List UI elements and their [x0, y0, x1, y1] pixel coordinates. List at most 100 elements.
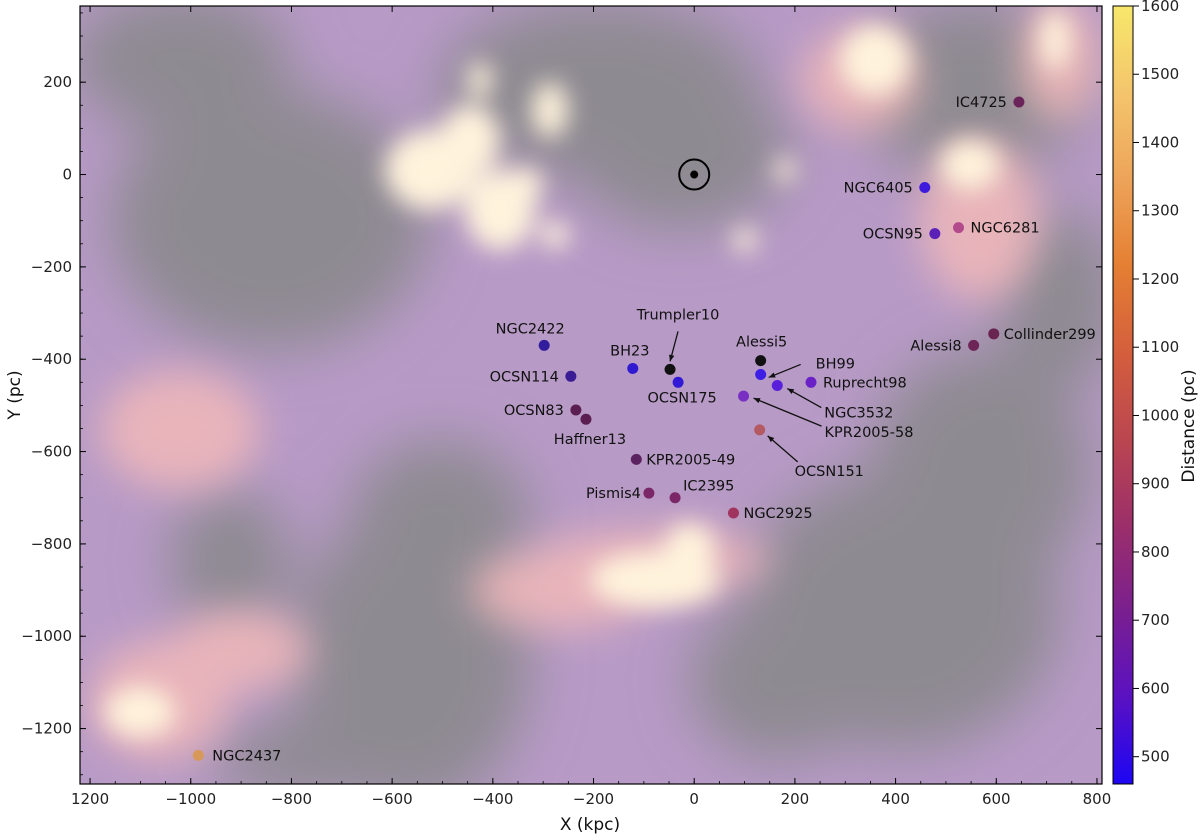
cluster-label: Alessi5 [736, 335, 787, 351]
y-tick-label: −200 [31, 258, 72, 276]
y-axis-title: Y (pc) [5, 370, 25, 420]
cluster-point [580, 413, 592, 425]
y-tick-label: −600 [31, 443, 72, 461]
colorbar-tick-label: 500 [1141, 748, 1170, 766]
cluster-point [754, 424, 766, 436]
cluster-label: IC2395 [683, 479, 734, 495]
cluster-label: OCSN175 [647, 390, 716, 406]
cluster-point [727, 507, 739, 519]
cluster-label: BH99 [816, 356, 855, 372]
y-tick-label: −1200 [21, 720, 72, 738]
colorbar-tick-label: 600 [1141, 679, 1170, 697]
colorbar-tick-label: 900 [1141, 475, 1170, 493]
colorbar-tick-label: 1600 [1141, 0, 1179, 15]
cluster-point [192, 749, 204, 761]
cluster-points [192, 96, 1025, 761]
x-tick-label: 200 [781, 790, 810, 808]
x-axis-title: X (kpc) [560, 815, 620, 835]
label-arrow [786, 387, 822, 409]
label-arrows [669, 331, 822, 463]
cluster-label: NGC2422 [496, 321, 565, 337]
x-tick-label: 1200 [71, 790, 109, 808]
cluster-point [755, 355, 767, 367]
colorbar-tick-label: 1300 [1141, 202, 1179, 220]
colorbar-tick-label: 1500 [1141, 65, 1179, 83]
colorbar-title: Distance (pc) [1179, 369, 1199, 482]
y-tick-label: 0 [62, 166, 72, 184]
cluster-point [669, 492, 681, 504]
x-axis-ticks: 1200 −1000 −800 −600 −400 −200 0 200 400 600 800 [71, 6, 1111, 808]
cluster-label: OCSN83 [504, 403, 564, 419]
cluster-point [988, 328, 1000, 340]
x-tick-label: 400 [881, 790, 910, 808]
cluster-point [664, 363, 676, 375]
label-arrow [767, 435, 799, 463]
cluster-point [627, 362, 639, 374]
x-tick-label: 0 [689, 790, 699, 808]
label-arrowhead [787, 388, 795, 395]
cluster-point [1013, 96, 1025, 108]
cluster-point [570, 404, 582, 416]
y-tick-label: −400 [31, 350, 72, 368]
label-arrowhead [669, 354, 675, 362]
cluster-point [968, 339, 980, 351]
colorbar-tick-label: 1000 [1141, 406, 1179, 424]
y-axis-ticks: 200 0 −200 −400 −600 −800 −1000 −1200 [21, 12, 1102, 776]
cluster-label: Alessi8 [910, 338, 961, 354]
cluster-point [565, 370, 577, 382]
cluster-label: Pismis4 [586, 486, 641, 502]
cluster-point [755, 368, 767, 380]
colorbar: 500 600 700 800 900 1000 1100 1200 1300 1400 1500 1… [1112, 0, 1199, 785]
colorbar-ticks: 500 600 700 800 900 1000 1100 1200 1300 1400 1500 1… [1133, 0, 1179, 766]
x-tick-label: −800 [271, 790, 312, 808]
plot-frame [79, 5, 1103, 785]
cluster-label: OCSN95 [863, 227, 923, 243]
x-tick-label: −600 [372, 790, 413, 808]
cluster-label: OCSN114 [490, 369, 559, 385]
x-tick-label: −200 [573, 790, 614, 808]
cluster-point [630, 453, 642, 465]
cluster-label: Haffner13 [554, 432, 626, 448]
colorbar-tick-label: 1400 [1141, 133, 1179, 151]
cluster-point [919, 181, 931, 193]
cluster-labels: IC4725 NGC6405 NGC6281 OCSN95 Collinder299 Al… [212, 95, 1095, 764]
x-tick-label: −1000 [165, 790, 216, 808]
cluster-point [672, 376, 684, 388]
colorbar-tick-label: 1100 [1141, 338, 1179, 356]
cluster-label: BH23 [610, 343, 649, 359]
cluster-point [771, 380, 783, 392]
y-tick-label: −1000 [21, 627, 72, 645]
x-tick-label: −400 [472, 790, 513, 808]
label-arrowhead [753, 398, 761, 404]
cluster-label: Ruprecht98 [823, 375, 907, 391]
cluster-point [643, 487, 655, 499]
cluster-point [805, 376, 817, 388]
dust-map-background [80, 6, 1102, 784]
cluster-label: NGC2437 [212, 748, 281, 764]
cluster-label: NGC2925 [743, 506, 812, 522]
x-tick-label: 800 [1083, 790, 1112, 808]
cluster-point [929, 228, 941, 240]
cluster-label: KPR2005-49 [646, 452, 735, 468]
y-tick-label: 200 [43, 73, 72, 91]
colorbar-tick-label: 800 [1141, 543, 1170, 561]
cluster-label: KPR2005-58 [825, 425, 914, 441]
cluster-label: OCSN151 [795, 464, 864, 480]
sun-icon [678, 158, 711, 191]
label-arrow [753, 397, 822, 427]
cluster-label: Trumpler10 [636, 307, 720, 323]
cluster-point [738, 390, 750, 402]
cluster-point [953, 222, 965, 234]
cluster-label: Collinder299 [1004, 327, 1096, 343]
cluster-point [538, 339, 550, 351]
colorbar-tick-label: 700 [1141, 611, 1170, 629]
cluster-label: IC4725 [956, 95, 1007, 111]
label-arrowhead [768, 372, 776, 378]
y-tick-label: −800 [31, 535, 72, 553]
x-tick-label: 600 [982, 790, 1011, 808]
cluster-label: NGC3532 [824, 406, 893, 422]
cluster-label: NGC6405 [844, 180, 913, 196]
cluster-label: NGC6281 [971, 221, 1040, 237]
colorbar-tick-label: 1200 [1141, 270, 1179, 288]
